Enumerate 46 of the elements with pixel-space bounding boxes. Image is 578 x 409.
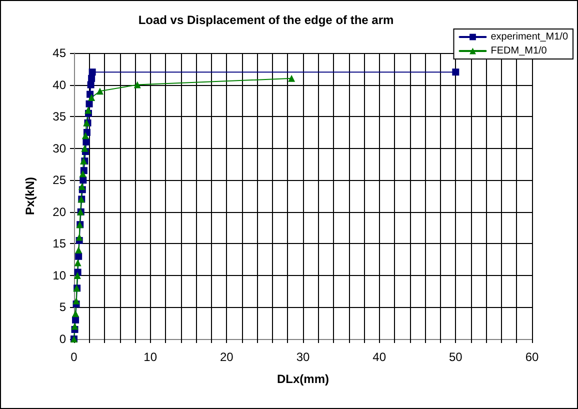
x-tick-label: 10 [144,350,158,364]
point [134,81,141,88]
x-tick-label: 40 [372,350,386,364]
point [79,170,86,178]
y-tick-label: 40 [52,78,66,92]
point [88,74,96,82]
y-tick-label: 45 [52,46,66,60]
point [84,106,92,114]
point [81,144,88,152]
point [88,94,96,101]
point [76,234,83,241]
y-tick-label: 20 [52,204,66,219]
y-tick-label: 30 [52,141,66,156]
y-tick-label: 0 [59,332,66,346]
y-tick-label: 10 [52,268,66,282]
point [88,68,96,76]
y-tick-label: 15 [52,236,66,251]
point [288,74,296,82]
point [72,297,80,304]
x-tick-label: 20 [220,350,234,364]
x-tick-label: 30 [296,350,310,364]
point [72,316,80,324]
point [74,259,82,266]
point [71,322,78,330]
x-tick-label: 0 [70,350,78,364]
y-tick-label: 25 [52,173,66,188]
y-tick-label: 5 [59,300,66,314]
legend-label: FEDM_M1/0 [490,46,548,56]
y-axis-title: Px(kN) [23,176,37,216]
x-tick-label: 60 [525,350,539,364]
x-axis-title: DLx(mm) [276,372,330,386]
point [452,68,460,76]
x-tick-label: 50 [448,350,463,364]
point [87,81,94,88]
point [75,246,82,254]
point [74,272,81,279]
y-tick-label: 35 [52,110,66,124]
legend-label: experiment_M1/0 [490,32,568,42]
point [72,310,80,318]
point [82,138,90,146]
point [78,182,86,190]
point [86,100,93,108]
point [82,132,89,140]
point [96,88,104,95]
chart-title: Load vs Displacement of the edge of the arm [138,13,394,27]
point [75,252,82,260]
